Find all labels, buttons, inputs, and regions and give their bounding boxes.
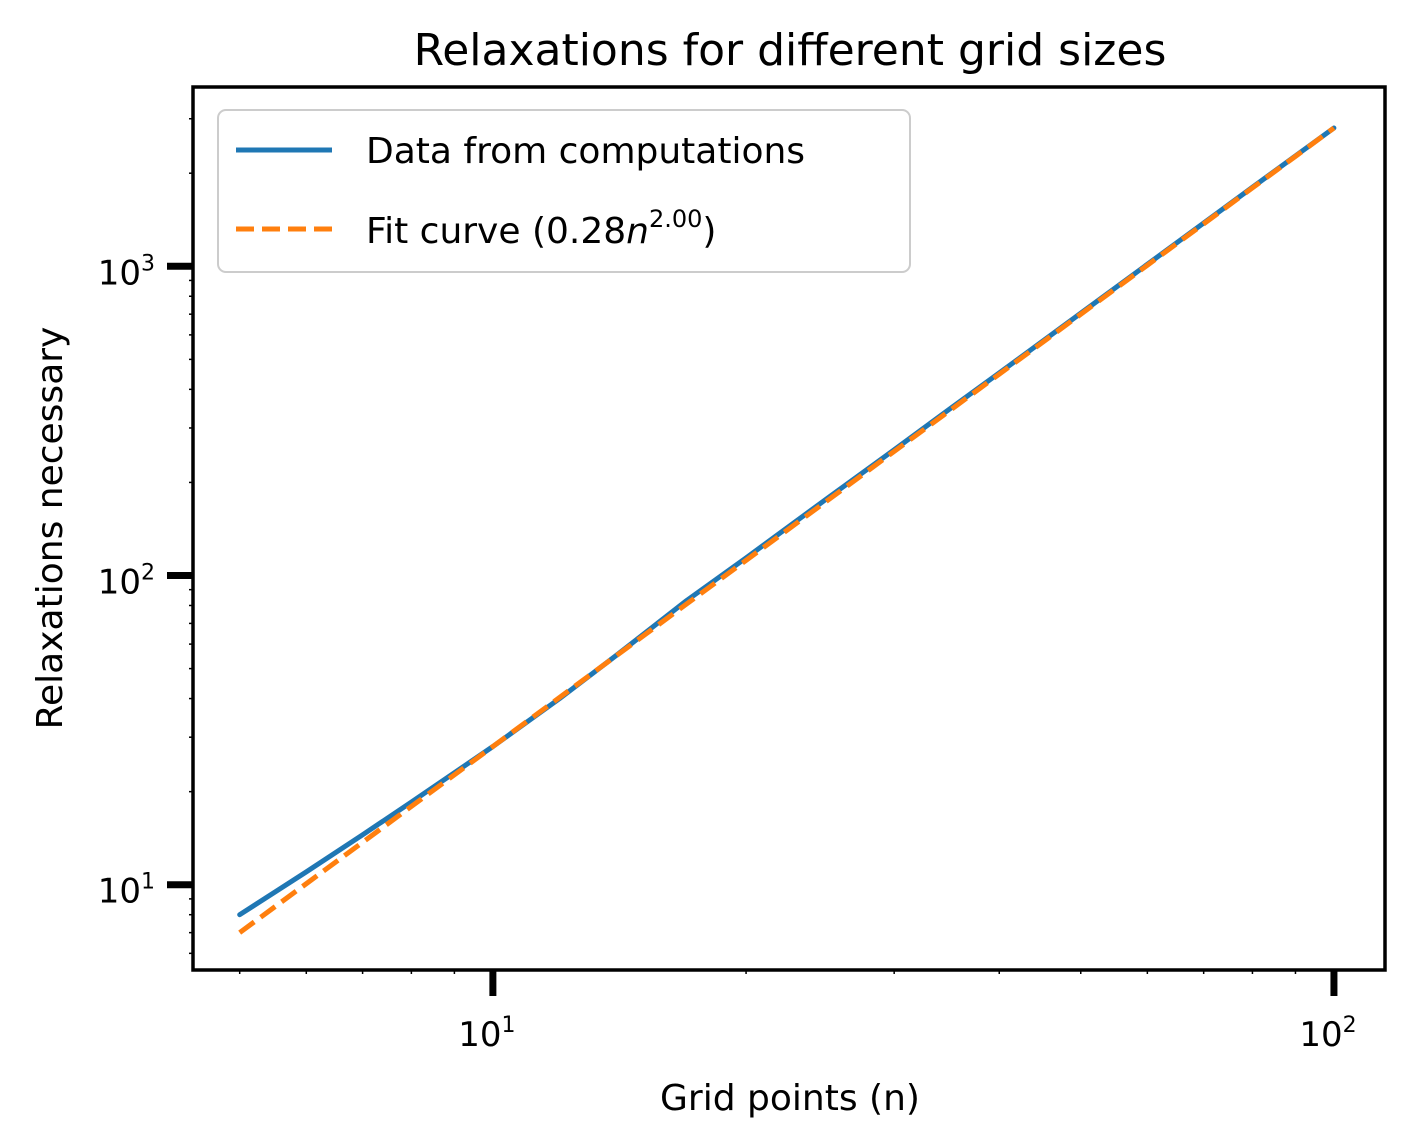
- legend: Data from computations Fit curve (0.28n2…: [217, 109, 911, 273]
- series-line-fit-curve: [238, 125, 1336, 935]
- legend-fit-var: n: [626, 211, 649, 252]
- legend-fit-end: ): [702, 211, 716, 252]
- minor-ticks: [189, 117, 1297, 974]
- y-axis-label: Relaxations necessary: [30, 327, 71, 730]
- y-tick-label-2: 103: [98, 251, 155, 293]
- y-tick-label-0: 101: [98, 870, 155, 912]
- plot-frame: [191, 85, 1387, 972]
- legend-label-fit: Fit curve (0.28n2.00): [366, 205, 716, 252]
- y-axis-ticks: 101 102 103: [98, 251, 193, 912]
- legend-fit-exponent: 2.00: [649, 205, 702, 233]
- legend-fit-main: Fit curve (0.28: [366, 211, 626, 252]
- x-tick-label-1: 102: [1299, 1013, 1356, 1055]
- x-tick-label-0: 101: [458, 1013, 515, 1055]
- legend-box: [217, 109, 911, 273]
- y-tick-label-1: 102: [98, 561, 155, 603]
- chart-title: Relaxations for different grid sizes: [414, 25, 1167, 76]
- x-axis-ticks: 101 102: [458, 970, 1357, 1055]
- x-axis-label: Grid points (n): [660, 1078, 920, 1119]
- legend-label-data: Data from computations: [366, 131, 805, 172]
